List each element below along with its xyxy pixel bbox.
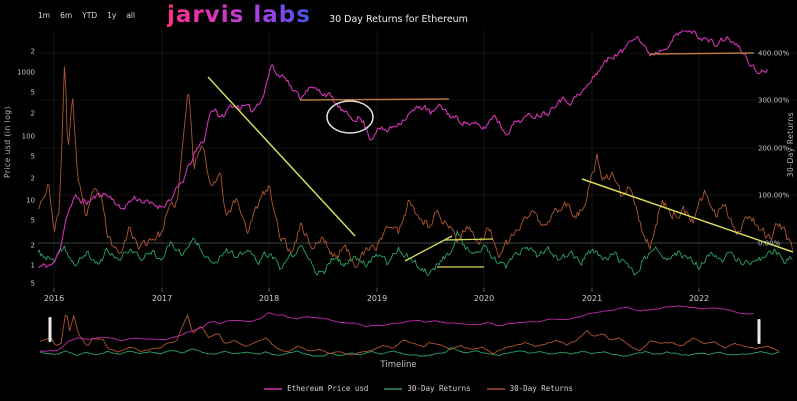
timeline-axis-label: Timeline xyxy=(380,360,417,370)
axis-tick-labels: 2 1000 5 2 100 5 2 10 5 2 1 5 400.00% 300.00% 200.00% 1… xyxy=(17,48,789,304)
right-axis-tick-label: 100.00% xyxy=(758,192,789,200)
left-axis-tick-label: 5 xyxy=(31,89,35,97)
legend-item[interactable]: 30-Day Returns xyxy=(384,384,471,393)
right-axis-tick-label: 400.00% xyxy=(758,50,789,58)
left-axis-tick-label: 1000 xyxy=(17,69,35,77)
chart-title: 30 Day Returns for Ethereum xyxy=(329,14,468,25)
right-axis-tick-label: 300.00% xyxy=(758,97,789,105)
navigator-returns-line-red xyxy=(39,313,780,356)
navigator-chart xyxy=(39,305,780,357)
left-axis-tick-label: 2 xyxy=(31,110,35,118)
x-axis-tick-label: 2021 xyxy=(582,294,602,303)
right-axis-tick-label: 200.00% xyxy=(758,145,789,153)
left-axis-tick-label: 5 xyxy=(31,280,35,288)
left-axis-tick-label: 5 xyxy=(31,153,35,161)
range-button-1m[interactable]: 1m xyxy=(38,11,51,20)
left-axis-tick-label: 10 xyxy=(26,197,35,205)
legend-line-swatch xyxy=(384,387,403,390)
range-button-ytd[interactable]: YTD xyxy=(82,11,98,20)
annotation-highlight-ellipse-late-2018 xyxy=(326,100,374,134)
plot-area[interactable] xyxy=(38,30,755,288)
annotation-trendline-down-2021-2022 xyxy=(581,178,794,253)
navigator-handle-left[interactable] xyxy=(48,317,52,342)
legend-label: 30-Day Returns xyxy=(509,384,573,393)
annotations xyxy=(207,52,794,268)
annotation-resistance-400-percent xyxy=(649,52,755,55)
returns-line-green xyxy=(37,230,793,277)
right-axis-tick-label: 0.00% xyxy=(758,240,781,248)
legend-item[interactable]: 30-Day Returns xyxy=(486,384,573,393)
left-axis-tick-label: 2 xyxy=(31,242,35,250)
left-axis-tick-label: 2 xyxy=(31,175,35,183)
left-axis-tick-label: 5 xyxy=(31,217,35,225)
navigator-area[interactable] xyxy=(38,302,782,356)
ethereum-price-line xyxy=(37,30,768,269)
x-axis-tick-label: 2020 xyxy=(474,294,494,303)
x-axis-tick-label: 2018 xyxy=(259,294,279,303)
navigator-returns-line-green xyxy=(39,347,780,357)
x-axis-tick-label: 2016 xyxy=(44,294,64,303)
range-button-1y[interactable]: 1y xyxy=(107,11,117,20)
right-axis-title: 30-Day Returns xyxy=(786,112,795,178)
navigator-handle-right[interactable] xyxy=(757,319,761,344)
left-axis-tick-label: 1 xyxy=(31,262,35,270)
x-axis-tick-label: 2019 xyxy=(367,294,387,303)
annotation-range-top-2019 xyxy=(444,238,494,241)
legend-label: 30-Day Returns xyxy=(407,384,471,393)
annotation-trendline-down-2017-2018 xyxy=(207,76,356,237)
annotation-trendline-up-small-2019 xyxy=(404,235,453,262)
legend-line-swatch xyxy=(486,387,505,390)
range-button-6m[interactable]: 6m xyxy=(60,11,73,20)
left-axis-title: Price usd (in log) xyxy=(3,106,12,178)
range-toolbar: 1m 6m YTD 1y all xyxy=(38,12,135,20)
legend-item[interactable]: Ethereum Price usd xyxy=(264,384,368,393)
legend-label: Ethereum Price usd xyxy=(287,384,369,393)
jarvis-labs-logo: jarvis labs xyxy=(167,2,311,28)
legend: Ethereum Price usd 30-Day Returns 30-Day R… xyxy=(0,384,797,393)
range-button-all[interactable]: all xyxy=(126,11,136,20)
legend-line-swatch xyxy=(264,387,283,390)
navigator-price-line xyxy=(39,305,754,352)
left-axis-tick-label: 100 xyxy=(22,133,35,141)
x-axis-tick-label: 2022 xyxy=(689,294,709,303)
x-axis-tick-label: 2017 xyxy=(152,294,172,303)
annotation-resistance-2018 xyxy=(299,98,450,101)
left-axis-tick-label: 2 xyxy=(31,48,35,56)
